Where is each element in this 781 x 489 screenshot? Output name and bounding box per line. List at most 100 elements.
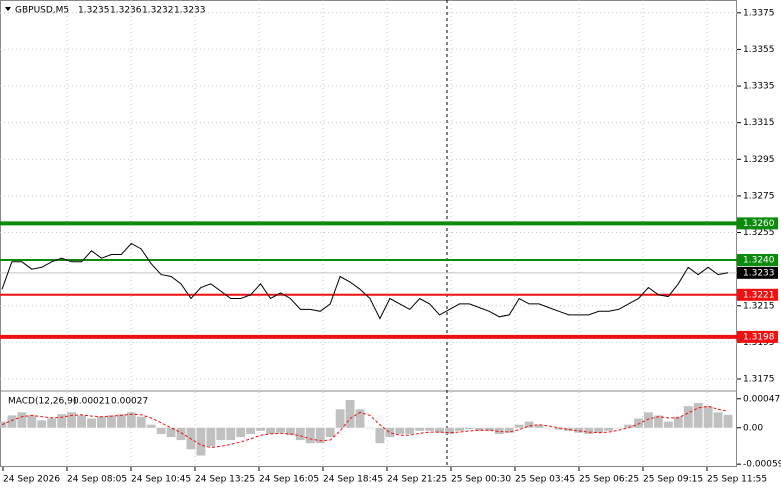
macd-bar	[723, 414, 733, 428]
macd-bar	[236, 427, 246, 438]
y-tick-label: 1.3335	[743, 82, 775, 92]
x-tick-label: 24 Sep 16:05	[259, 475, 319, 485]
macd-bar	[435, 427, 445, 433]
level-label: 1.3260	[743, 219, 775, 229]
macd-bar	[106, 415, 116, 428]
macd-bar	[206, 427, 216, 447]
macd-bar	[295, 427, 305, 441]
macd-title: MACD(12,26,9)	[8, 397, 76, 407]
macd-bar	[226, 427, 236, 441]
macd-bar	[614, 427, 624, 429]
macd-bar	[494, 427, 504, 434]
chart-title: GBPUSD,M5	[15, 6, 69, 16]
level-label-bg	[737, 288, 778, 301]
level-label: 1.3198	[743, 332, 775, 342]
macd-bar	[693, 403, 703, 428]
level-label-bg	[737, 330, 778, 343]
macd-bar	[455, 427, 464, 431]
x-tick-label: 24 Sep 13:25	[195, 475, 255, 485]
macd-bar	[67, 412, 77, 428]
ohlc-value: 1.3233	[174, 6, 206, 16]
macd-bar	[57, 414, 67, 428]
macd-bar	[484, 427, 494, 431]
macd-bar	[355, 409, 365, 428]
x-tick-label: 24 Sep 2026	[3, 475, 60, 485]
x-tick-label: 24 Sep 08:05	[67, 475, 127, 485]
macd-bar	[663, 421, 673, 428]
macd-bar	[256, 427, 266, 431]
macd-bar	[415, 427, 425, 431]
macd-bar	[703, 406, 713, 428]
level-label-bg	[737, 254, 778, 266]
x-tick-label: 24 Sep 18:45	[323, 475, 383, 485]
macd-bar	[574, 427, 584, 433]
macd-bar	[464, 427, 474, 429]
x-tick-label: 25 Sep 06:25	[579, 475, 639, 485]
y-tick-label: 1.3275	[743, 191, 775, 201]
macd-bar	[564, 427, 574, 431]
ohlc-value: 1.3235	[78, 6, 110, 16]
y-tick-label: 1.3175	[743, 375, 775, 385]
macd-bar	[634, 418, 643, 428]
macd-bar	[584, 427, 594, 434]
macd-bar	[673, 416, 683, 428]
macd-readout: 0.00027	[111, 397, 148, 407]
macd-bar	[604, 427, 614, 431]
level-label-bg	[737, 217, 778, 230]
macd-bar	[335, 409, 345, 428]
macd-bar	[554, 427, 564, 430]
macd-bar	[425, 427, 435, 431]
macd-bar	[116, 414, 126, 428]
macd-bar	[713, 412, 723, 428]
macd-bar	[474, 427, 484, 431]
macd-bar	[47, 418, 57, 428]
macd-bar	[514, 424, 524, 428]
macd-bar	[315, 427, 325, 444]
macd-bar	[17, 412, 27, 428]
macd-bar	[504, 427, 514, 433]
macd-bar	[176, 427, 186, 441]
last-price-label-bg	[737, 266, 778, 279]
macd-bar	[375, 427, 385, 444]
macd-bar	[285, 427, 295, 436]
macd-bar	[196, 427, 206, 456]
x-tick-label: 24 Sep 21:25	[387, 475, 447, 485]
macd-bar	[305, 427, 315, 444]
macd-bar	[266, 427, 275, 434]
y-tick-label: -0.00059	[743, 460, 781, 470]
level-label: 1.3221	[743, 290, 775, 300]
macd-bar	[146, 424, 156, 428]
x-tick-label: 25 Sep 00:30	[451, 475, 511, 485]
ohlc-value: 1.3236	[110, 6, 142, 16]
last-price-label: 1.3233	[743, 268, 775, 278]
macd-bar	[643, 412, 653, 428]
plot-frame	[0, 0, 737, 467]
macd-bar	[276, 427, 285, 433]
macd-bar	[97, 416, 106, 428]
macd-bar	[77, 415, 87, 428]
ohlc-value: 1.3232	[142, 6, 174, 16]
y-tick-label: 1.3355	[743, 45, 775, 55]
signal-line	[1, 405, 729, 449]
macd-bar	[624, 424, 633, 428]
macd-bar	[534, 424, 544, 428]
macd-bar	[683, 406, 693, 428]
macd-bar	[166, 427, 176, 438]
x-tick-label: 25 Sep 11:55	[707, 475, 767, 485]
macd-bar	[544, 427, 554, 429]
macd-bar	[653, 415, 663, 428]
y-tick-label: 1.3215	[743, 301, 775, 311]
macd-bar	[385, 427, 395, 438]
macd-bar	[27, 415, 37, 428]
macd-bar	[445, 427, 454, 434]
macd-bar	[156, 427, 166, 434]
symbol-arrow	[5, 7, 11, 11]
macd-bar	[126, 412, 136, 428]
macd-readout: 0.00021	[73, 397, 110, 407]
macd-bar	[37, 420, 47, 428]
macd-bar	[7, 415, 17, 428]
macd-bar	[524, 421, 534, 428]
macd-bar	[365, 427, 375, 429]
